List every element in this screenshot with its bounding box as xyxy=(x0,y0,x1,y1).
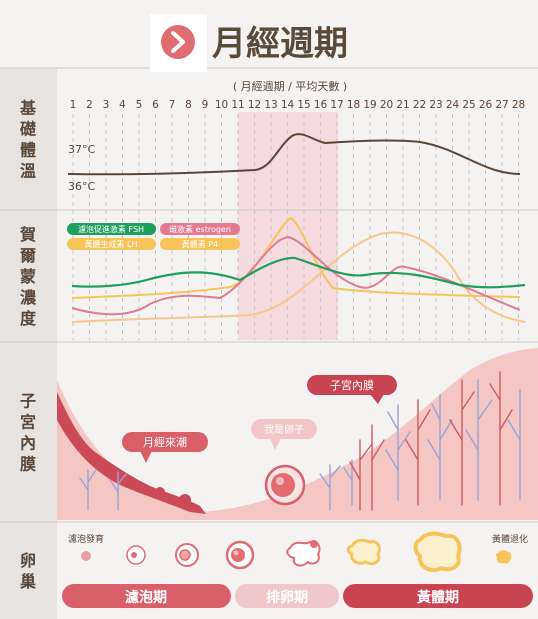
row-label-ovary: 卵 xyxy=(20,551,36,570)
fsh-curve xyxy=(71,256,526,289)
day-label: 6 xyxy=(152,99,159,111)
phase-follicular xyxy=(62,584,231,608)
corpus-luteum-regressed xyxy=(495,550,512,564)
corpus-luteum-regression-label: 黃體退化 xyxy=(492,533,528,545)
legend: 濾泡促進激素 FSH 雌激素 estrogen 黃體生成素 LH 黃體素 P4 xyxy=(67,223,240,250)
day-label: 17 xyxy=(330,99,343,111)
row-label-hormone: 濃 xyxy=(20,288,37,307)
callout-ovum: 我是卵子 xyxy=(251,419,317,450)
page-title: 月經週期 xyxy=(212,24,348,64)
follicle-stages xyxy=(81,531,512,573)
legend-p4 xyxy=(160,238,240,250)
day-label: 24 xyxy=(446,99,460,111)
row-label-column xyxy=(0,68,57,619)
row-label-ovary: 巢 xyxy=(19,572,37,591)
ovulated-follicle xyxy=(286,540,321,567)
day-label: 22 xyxy=(413,99,426,111)
callout-menstruation: 月經來潮 xyxy=(122,432,208,463)
row-label-hormone: 爾 xyxy=(19,246,36,265)
row-label-bbt: 基 xyxy=(19,99,37,118)
day-label: 16 xyxy=(314,99,328,111)
phase-bars: 濾泡期 排卵期 黃體期 xyxy=(62,584,533,608)
phase-ovulation-label: 排卵期 xyxy=(266,589,308,606)
chevron-right-icon xyxy=(161,25,195,59)
day-label: 18 xyxy=(347,99,360,111)
phase-luteal xyxy=(343,584,533,608)
phase-follicular-label: 濾泡期 xyxy=(125,589,167,606)
day-label: 19 xyxy=(363,99,376,111)
day-label: 15 xyxy=(297,99,310,111)
day-label: 26 xyxy=(479,99,493,111)
day-label: 14 xyxy=(281,99,295,111)
legend-estrogen xyxy=(160,223,240,235)
row-label-hormone: 蒙 xyxy=(20,267,36,286)
phase-ovulation xyxy=(235,584,339,608)
day-label: 3 xyxy=(103,99,110,111)
menstrual-flow xyxy=(57,392,206,514)
endometrium-vessels xyxy=(79,371,521,511)
day-label: 28 xyxy=(512,99,525,111)
temp-low-label: 36°C xyxy=(68,180,95,193)
day-label: 5 xyxy=(136,99,143,111)
row-label-bbt: 體 xyxy=(20,141,36,160)
day-label: 4 xyxy=(119,99,126,111)
day-label: 10 xyxy=(215,99,228,111)
lh-curve xyxy=(71,216,521,299)
hormone-curves xyxy=(71,216,526,323)
row-label-endometrium: 膜 xyxy=(20,455,36,474)
day-label: 7 xyxy=(169,99,176,111)
callout-menstruation-text: 月經來潮 xyxy=(143,435,187,449)
day-label: 2 xyxy=(86,99,93,111)
row-label-endometrium: 子 xyxy=(20,392,36,411)
row-label-hormone: 賀 xyxy=(19,225,36,244)
day-label: 9 xyxy=(202,99,209,111)
row-label-bbt: 礎 xyxy=(19,120,37,139)
corpus-luteum-early xyxy=(346,538,382,566)
day-label: 11 xyxy=(231,99,244,111)
row-label-hormone: 度 xyxy=(20,309,37,328)
row-label-endometrium: 內 xyxy=(20,434,36,453)
legend-p4-label: 黃體素 P4 xyxy=(182,239,218,249)
p4-curve xyxy=(71,231,526,323)
estrogen-curve xyxy=(71,235,521,316)
basal-body-temperature-line xyxy=(67,133,521,176)
axis-caption: ( 月經週期 / 平均天數 ) xyxy=(233,79,347,93)
day-label: 12 xyxy=(248,99,261,111)
callout-ovum-text: 我是卵子 xyxy=(264,424,304,436)
phase-luteal-label: 黃體期 xyxy=(416,589,459,606)
follicle-stage-1 xyxy=(81,551,91,561)
corpus-luteum-mature xyxy=(413,531,462,573)
day-label: 13 xyxy=(264,99,277,111)
day-label: 27 xyxy=(495,99,508,111)
day-label: 23 xyxy=(429,99,442,111)
legend-lh xyxy=(67,238,156,250)
day-tick-labels: 1 2 3 4 5 6 7 8 9 10 11 12 13 14 15 16 17 18 19 20 21 22 23 24 2… xyxy=(70,99,526,111)
legend-fsh-label: 濾泡促進激素 FSH xyxy=(78,224,144,234)
day-label: 25 xyxy=(462,99,475,111)
day-label: 20 xyxy=(380,99,393,111)
legend-estrogen-label: 雌激素 estrogen xyxy=(169,224,231,234)
day-label: 8 xyxy=(185,99,192,111)
temp-high-label: 37°C xyxy=(68,143,95,156)
legend-fsh xyxy=(67,223,156,235)
callout-endometrium-text: 子宮內膜 xyxy=(330,378,374,392)
callout-endometrium: 子宮內膜 xyxy=(307,375,397,404)
row-label-endometrium: 宮 xyxy=(20,413,36,432)
row-separators xyxy=(0,67,538,523)
legend-lh-label: 黃體生成素 LH xyxy=(84,239,137,249)
follicle-development-label: 濾泡發育 xyxy=(68,533,104,545)
day-label: 1 xyxy=(70,99,77,111)
day-label: 21 xyxy=(396,99,409,111)
row-label-bbt: 溫 xyxy=(20,162,36,181)
